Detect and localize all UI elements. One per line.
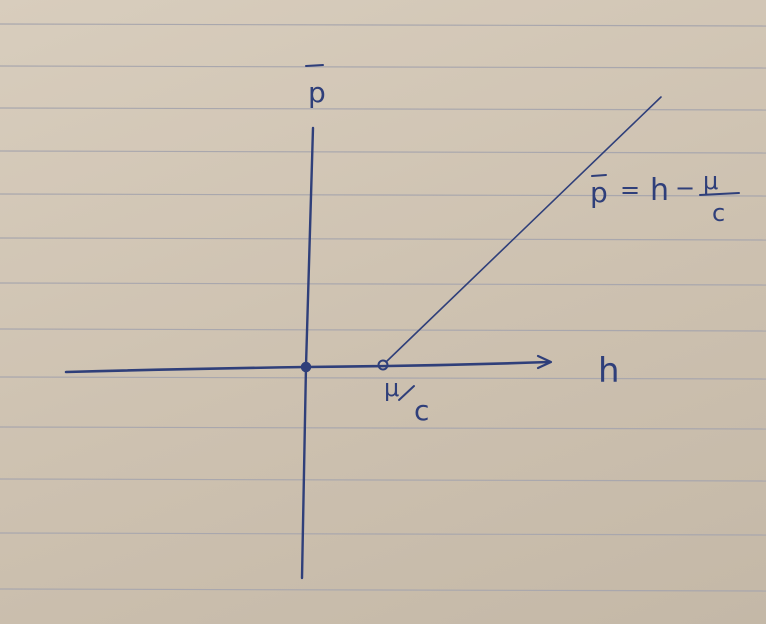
- equation-fraction-denominator: c: [712, 199, 725, 227]
- equation-h-term: h: [650, 173, 669, 208]
- notebook-rules: [0, 23, 766, 592]
- threshold-label: μ c: [384, 374, 429, 427]
- origin-point: [300, 361, 312, 373]
- bar-overline: [591, 174, 607, 177]
- rule-line: [0, 282, 766, 286]
- equation-minus: −: [675, 174, 695, 202]
- rule-line: [0, 65, 766, 69]
- horizontal-axis-label: h: [598, 351, 620, 391]
- rule-line: [0, 328, 766, 332]
- equation-equals: =: [620, 176, 640, 204]
- rule-line: [0, 107, 766, 111]
- threshold-numerator: μ: [384, 374, 399, 402]
- vertical-axis-label-text: p: [308, 76, 326, 109]
- rule-line: [0, 588, 766, 592]
- line-equation: p = h − μ c: [590, 167, 740, 227]
- threshold-slash: [398, 385, 415, 401]
- rule-line: [0, 376, 766, 380]
- equation-fraction-bar: [699, 192, 740, 196]
- vertical-axis: [300, 126, 315, 580]
- vertical-axis-label: p: [305, 64, 326, 109]
- rule-line: [0, 150, 766, 154]
- threshold-point: [377, 359, 389, 371]
- bar-overline: [305, 64, 324, 67]
- threshold-denominator: c: [414, 394, 429, 427]
- rule-line: [0, 426, 766, 430]
- rule-line: [0, 193, 766, 197]
- horizontal-axis-arrowhead: [536, 354, 553, 370]
- response-line: [385, 96, 662, 363]
- rule-line: [0, 23, 766, 27]
- rule-line: [0, 237, 766, 241]
- rule-line: [0, 478, 766, 482]
- equation-lhs: p: [590, 176, 608, 209]
- equation-fraction-numerator: μ: [703, 167, 718, 195]
- rule-line: [0, 532, 766, 536]
